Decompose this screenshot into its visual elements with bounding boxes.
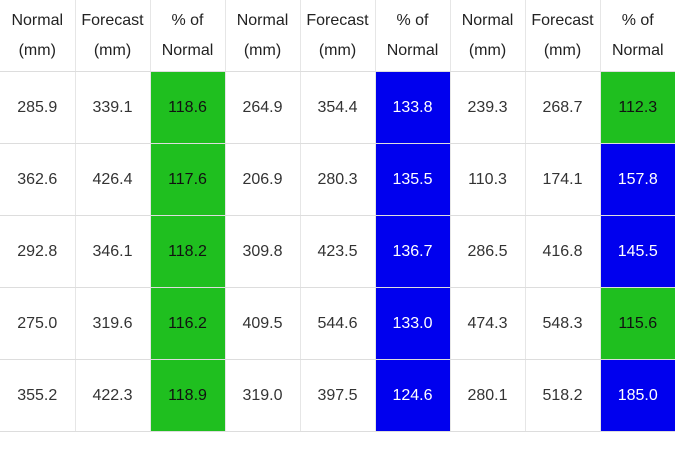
cell-normal: 285.9 [0, 71, 76, 144]
header-forecast-2: Forecast (mm) [300, 0, 376, 72]
cell-percent: 185.0 [600, 359, 675, 432]
cell-normal: 239.3 [450, 71, 526, 144]
cell-normal: 206.9 [225, 143, 301, 216]
cell-normal: 264.9 [225, 71, 301, 144]
cell-percent: 116.2 [150, 287, 226, 360]
rainfall-table-container: Normal (mm) Forecast (mm) % of Normal Norma… [0, 0, 675, 432]
cell-forecast: 397.5 [300, 359, 376, 432]
cell-forecast: 339.1 [75, 71, 151, 144]
table-row: 355.2 422.3 118.9 319.0 397.5 124.6 280.… [0, 359, 675, 432]
cell-percent: 118.2 [150, 215, 226, 288]
cell-percent: 112.3 [600, 71, 675, 144]
table-header: Normal (mm) Forecast (mm) % of Normal Norma… [0, 0, 675, 72]
cell-normal: 280.1 [450, 359, 526, 432]
table-row: 275.0 319.6 116.2 409.5 544.6 133.0 474.… [0, 287, 675, 360]
cell-normal: 286.5 [450, 215, 526, 288]
table-row: 292.8 346.1 118.2 309.8 423.5 136.7 286.… [0, 215, 675, 288]
cell-percent: 133.0 [375, 287, 451, 360]
header-percent-1: % of Normal [150, 0, 226, 72]
header-normal-2: Normal (mm) [225, 0, 301, 72]
cell-percent: 135.5 [375, 143, 451, 216]
cell-normal: 275.0 [0, 287, 76, 360]
cell-normal: 309.8 [225, 215, 301, 288]
cell-forecast: 174.1 [525, 143, 601, 216]
table-body: 285.9 339.1 118.6 264.9 354.4 133.8 239.… [0, 71, 675, 432]
cell-forecast: 544.6 [300, 287, 376, 360]
header-percent-2: % of Normal [375, 0, 451, 72]
header-row: Normal (mm) Forecast (mm) % of Normal Norma… [0, 0, 675, 72]
cell-percent: 145.5 [600, 215, 675, 288]
header-normal-1: Normal (mm) [0, 0, 76, 72]
cell-forecast: 319.6 [75, 287, 151, 360]
table-row: 285.9 339.1 118.6 264.9 354.4 133.8 239.… [0, 71, 675, 144]
cell-percent: 157.8 [600, 143, 675, 216]
table-row: 362.6 426.4 117.6 206.9 280.3 135.5 110.… [0, 143, 675, 216]
cell-normal: 409.5 [225, 287, 301, 360]
rainfall-forecast-table: Normal (mm) Forecast (mm) % of Normal Norma… [0, 0, 675, 432]
cell-percent: 118.9 [150, 359, 226, 432]
cell-forecast: 423.5 [300, 215, 376, 288]
cell-normal: 319.0 [225, 359, 301, 432]
cell-normal: 474.3 [450, 287, 526, 360]
cell-normal: 110.3 [450, 143, 526, 216]
header-forecast-3: Forecast (mm) [525, 0, 601, 72]
cell-normal: 362.6 [0, 143, 76, 216]
cell-percent: 133.8 [375, 71, 451, 144]
cell-forecast: 518.2 [525, 359, 601, 432]
header-forecast-1: Forecast (mm) [75, 0, 151, 72]
cell-forecast: 426.4 [75, 143, 151, 216]
cell-percent: 117.6 [150, 143, 226, 216]
cell-forecast: 416.8 [525, 215, 601, 288]
cell-forecast: 268.7 [525, 71, 601, 144]
cell-forecast: 346.1 [75, 215, 151, 288]
cell-forecast: 548.3 [525, 287, 601, 360]
cell-percent: 124.6 [375, 359, 451, 432]
header-normal-3: Normal (mm) [450, 0, 526, 72]
cell-percent: 118.6 [150, 71, 226, 144]
cell-forecast: 354.4 [300, 71, 376, 144]
header-percent-3: % of Normal [600, 0, 675, 72]
cell-normal: 355.2 [0, 359, 76, 432]
cell-percent: 115.6 [600, 287, 675, 360]
cell-forecast: 280.3 [300, 143, 376, 216]
cell-percent: 136.7 [375, 215, 451, 288]
cell-forecast: 422.3 [75, 359, 151, 432]
cell-normal: 292.8 [0, 215, 76, 288]
